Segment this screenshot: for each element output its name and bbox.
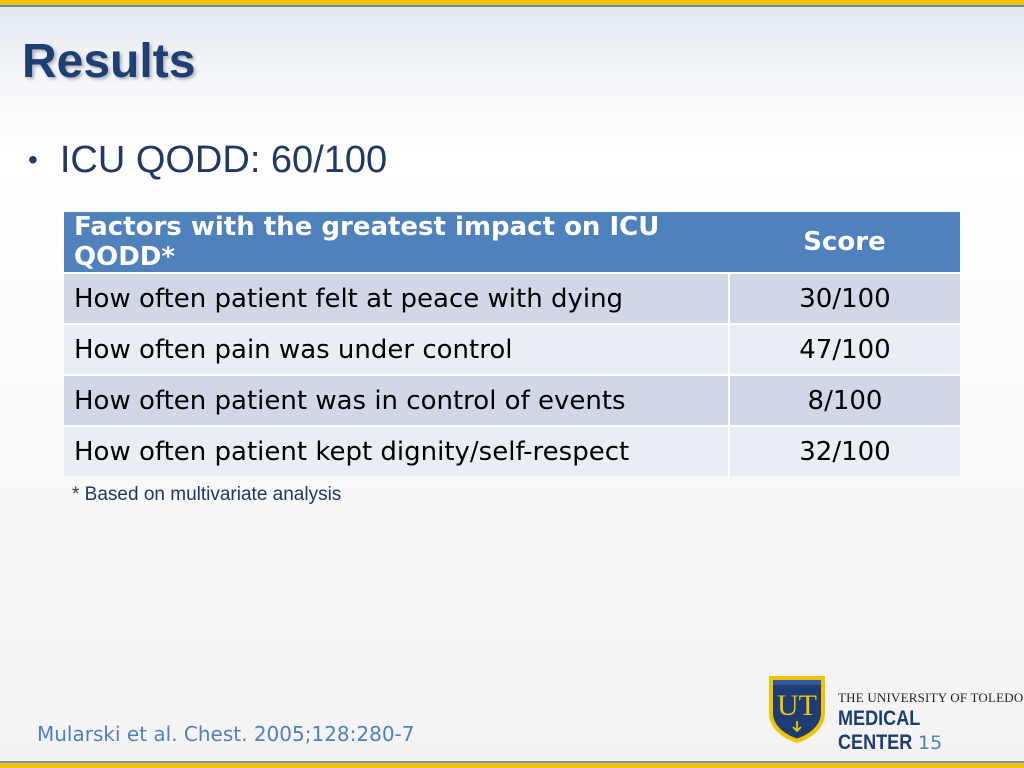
score-cell: 32/100 (728, 425, 960, 476)
table-row: How often patient kept dignity/self-resp… (64, 425, 960, 476)
bottom-accent-bar (0, 763, 1024, 768)
logo-line-medical-center: MEDICAL CENTER (838, 707, 920, 754)
top-accent-line (0, 5, 1024, 7)
logo-monogram: UT (777, 689, 817, 722)
bottom-accent-line (0, 761, 1024, 763)
score-cell: 47/100 (728, 323, 960, 375)
factor-cell: How often pain was under control (64, 323, 729, 375)
header-score: Score (729, 212, 960, 273)
page-number: 15 (918, 732, 943, 754)
factors-table: Factors with the greatest impact on ICU … (64, 212, 960, 476)
factor-cell: How often patient felt at peace with dyi… (64, 272, 729, 324)
logo-line-university: THE UNIVERSITY OF TOLEDO (838, 690, 1024, 705)
bullet-item: • ICU QODD: 60/100 (28, 140, 387, 180)
header-factor: Factors with the greatest impact on ICU … (64, 212, 729, 273)
factor-cell: How often patient kept dignity/self-resp… (64, 425, 729, 476)
factor-cell: How often patient was in control of even… (64, 374, 729, 426)
slide-title: Results (22, 35, 196, 88)
score-cell: 30/100 (728, 272, 960, 324)
table-header-row: Factors with the greatest impact on ICU … (64, 212, 960, 273)
bullet-dot-icon: • (28, 144, 38, 175)
top-accent-bar (0, 0, 1024, 5)
citation: Mularski et al. Chest. 2005;128:280-7 (37, 722, 415, 746)
table-row: How often patient was in control of even… (64, 374, 960, 426)
score-cell: 8/100 (728, 374, 960, 426)
bullet-text: ICU QODD: 60/100 (59, 139, 388, 181)
footnote: * Based on multivariate analysis (72, 484, 342, 505)
logo-wordmark: THE UNIVERSITY OF TOLEDO MEDICAL CENTER (838, 690, 1024, 755)
table-row: How often pain was under control 47/100 (64, 323, 960, 375)
ut-shield-logo-icon: UT (769, 676, 825, 743)
table-row: How often patient felt at peace with dyi… (64, 272, 960, 324)
